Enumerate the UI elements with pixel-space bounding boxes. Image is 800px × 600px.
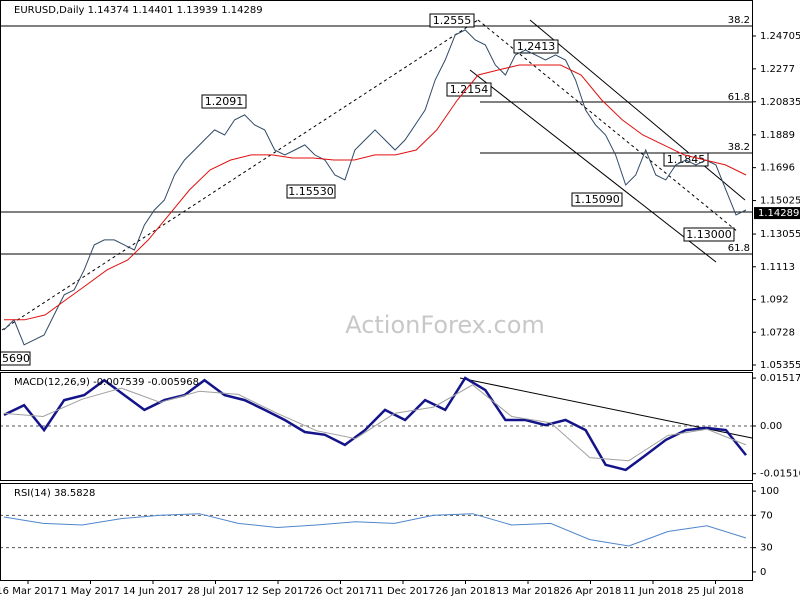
fib-label: 38.2 [728, 15, 750, 26]
y-tick-label: 1.13055 [760, 229, 800, 240]
x-tick-label: 26 Apr 2018 [560, 586, 622, 597]
annotation-box [0, 351, 31, 366]
annotation-box [683, 227, 735, 242]
x-tick-label: 13 Mar 2018 [496, 586, 559, 597]
annotation-box [663, 152, 709, 167]
watermark: ActionForex.com [345, 311, 545, 339]
series-line [3, 29, 747, 346]
x-tick-label: 11 Dec 2017 [371, 586, 435, 597]
annotations: 1.2555 1.2091 1.15530 1.2413 1.2154 1.15… [0, 13, 750, 366]
y-tick-label: -0.015105 [760, 469, 800, 480]
annotation: 1.1845 [667, 153, 706, 166]
annotation: 1.2413 [517, 40, 556, 53]
y-tick-label: 1.1113 [760, 262, 795, 273]
annotation: 1.2555 [433, 14, 472, 27]
annotation-box [429, 13, 475, 28]
annotation: 1.15530 [288, 185, 334, 198]
channel-line [469, 69, 717, 263]
x-tick-label: 16 Mar 2017 [0, 586, 60, 597]
y-tick-label: 1.24705 [760, 31, 800, 42]
channel-line [529, 19, 746, 201]
y-tick-label: 1.20835 [760, 97, 800, 108]
x-tick-label: 12 Sep 2017 [246, 586, 309, 597]
last-price-box [754, 207, 800, 220]
x-tick-label: 14 Jun 2017 [123, 586, 183, 597]
trend-line [1, 19, 479, 331]
y-tick-label: 70 [760, 510, 773, 521]
y-tick-label: 1.1696 [760, 163, 795, 174]
y-tick-label: 0.015176 [760, 373, 800, 384]
y-tick-label: 1.15025 [760, 196, 800, 207]
panel-title: EURUSD,Daily 1.14374 1.14401 1.13939 1.1… [14, 5, 263, 16]
fib-label: 61.8 [728, 243, 750, 254]
y-tick-label: 1.0728 [760, 327, 795, 338]
panel-title: MACD(12,26,9) -0.007539 -0.005968 [14, 377, 199, 388]
trend-line [477, 19, 739, 233]
x-tick-label: 26 Jan 2018 [436, 586, 496, 597]
annotation: 1.2091 [205, 95, 244, 108]
y-tick-label: 1.092 [760, 295, 789, 306]
x-tick-label: 1 May 2017 [61, 586, 120, 597]
x-tick-label: 28 Jul 2017 [187, 586, 244, 597]
series-line [3, 384, 747, 462]
panel-frame [0, 372, 753, 481]
annotation-box [201, 94, 247, 109]
series-line [4, 64, 747, 321]
series-line [3, 376, 747, 472]
drawings [0, 19, 753, 439]
series-line [3, 513, 747, 547]
annotation-box [286, 184, 336, 199]
x-tick-label: 25 Jul 2018 [687, 586, 744, 597]
annotation-box [571, 192, 623, 207]
y-tick-label: 1.1889 [760, 130, 795, 141]
y-tick-label: 1.2277 [760, 64, 795, 75]
x-tick-label: 11 Jun 2018 [623, 586, 683, 597]
x-tick-label: 26 Oct 2017 [310, 586, 372, 597]
last-price: 1.14289 [758, 208, 799, 219]
annotation: 1.15090 [574, 193, 620, 206]
annotation-box [446, 82, 492, 97]
panel-frame [0, 0, 753, 371]
y-tick-label: 0 [760, 567, 766, 578]
fib-label: 61.8 [728, 92, 750, 103]
annotation: 5690 [2, 352, 30, 365]
annotation: 1.13000 [686, 228, 732, 241]
y-tick-label: 100 [760, 486, 779, 497]
y-tick-label: 1.05355 [760, 360, 800, 371]
annotation: 1.2154 [450, 83, 489, 96]
y-tick-label: 0.00 [760, 421, 782, 432]
fib-label: 38.2 [728, 142, 750, 153]
panel-frame [0, 483, 753, 581]
y-tick-label: 30 [760, 543, 773, 554]
panel-title: RSI(14) 38.5828 [14, 488, 95, 499]
